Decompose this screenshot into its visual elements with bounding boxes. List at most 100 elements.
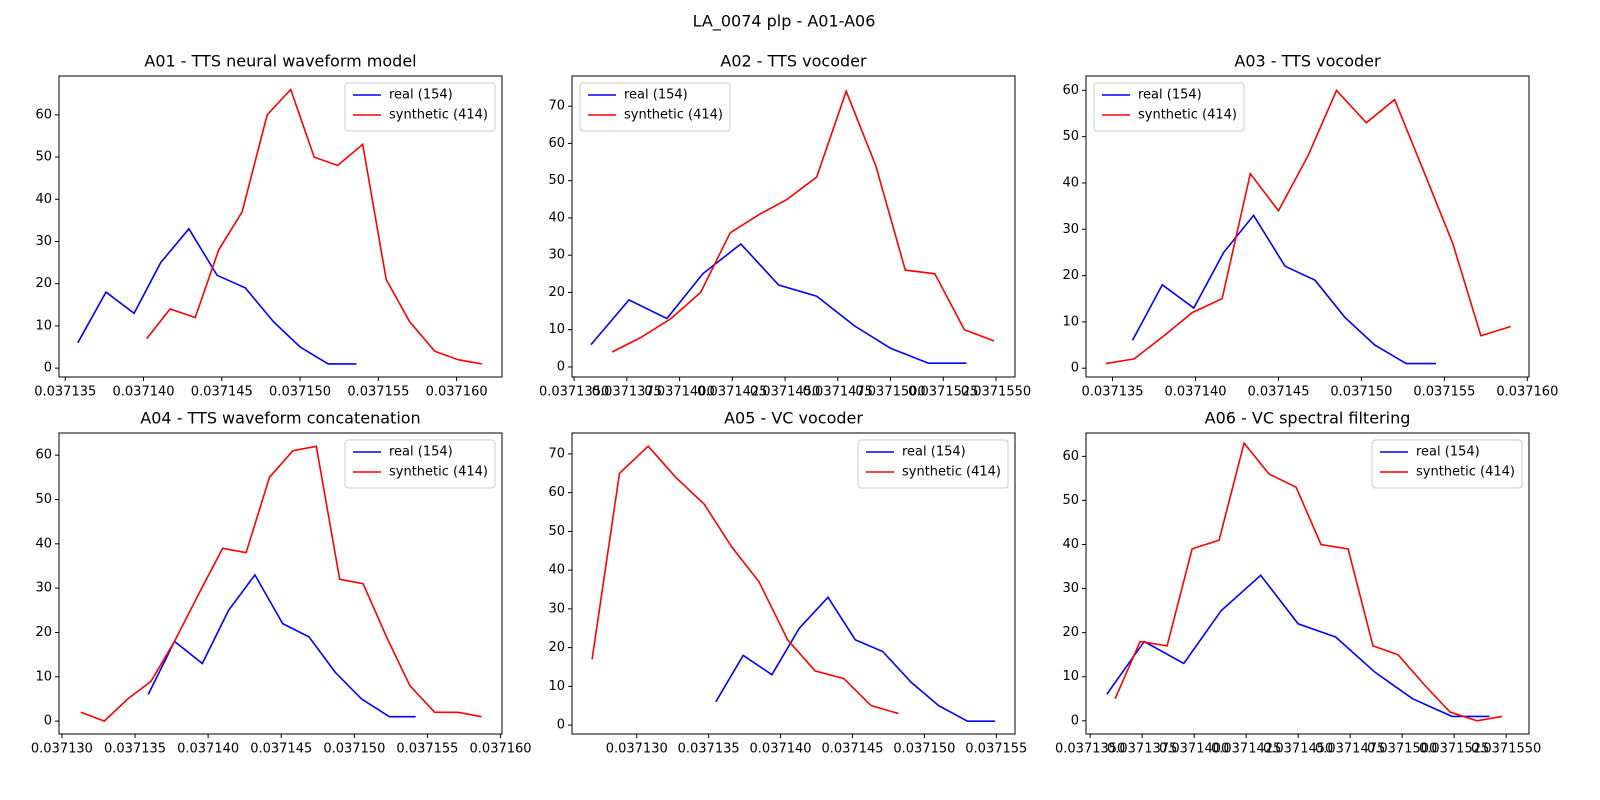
y-tick-label: 60 — [548, 136, 565, 151]
y-tick-label: 0 — [1071, 713, 1079, 728]
x-tick-label: 0.037140 — [1164, 385, 1226, 400]
y-tick-label: 50 — [548, 524, 565, 539]
y-tick-label: 40 — [548, 563, 565, 578]
y-tick-label: 10 — [548, 679, 565, 694]
y-tick-label: 40 — [1062, 175, 1079, 190]
x-tick-label: 0.0371500 — [1367, 742, 1437, 757]
data-line — [715, 595, 995, 723]
x-tick-label: 0.0371550 — [1471, 742, 1541, 757]
y-tick-label: 40 — [548, 210, 565, 225]
y-tick-label: 60 — [35, 448, 52, 463]
x-tick-label: 0.037140 — [177, 742, 239, 757]
x-tick-label: 0.037160 — [1496, 385, 1558, 400]
figure-title: LA_0074 plp - A01-A06 — [693, 12, 876, 32]
legend-label: synthetic (414) — [389, 465, 488, 480]
y-tick-label: 40 — [35, 192, 52, 207]
x-tick-label: 0.0371350 — [1055, 742, 1125, 757]
y-tick-label: 50 — [1062, 493, 1079, 508]
x-tick-label: 0.0371500 — [855, 385, 925, 400]
y-tick-label: 60 — [1062, 449, 1079, 464]
legend-label: real (154) — [624, 88, 688, 103]
y-tick-label: 30 — [548, 248, 565, 263]
x-tick-label: 0.0371450 — [1263, 742, 1333, 757]
legend-box — [579, 82, 731, 132]
legend-box — [1371, 439, 1523, 489]
x-tick-label: 0.037160 — [426, 385, 488, 400]
x-tick-label: 0.037145 — [191, 385, 253, 400]
x-tick-label: 0.037150 — [269, 385, 331, 400]
data-line — [1114, 441, 1503, 722]
y-tick-label: 30 — [35, 581, 52, 596]
legend-label: synthetic (414) — [902, 465, 1001, 480]
y-tick-label: 20 — [1062, 625, 1079, 640]
y-tick-label: 50 — [35, 150, 52, 165]
y-tick-label: 70 — [548, 99, 565, 114]
x-tick-label: 0.037160 — [470, 742, 532, 757]
x-tick-label: 0.037140 — [113, 385, 175, 400]
y-tick-label: 60 — [548, 485, 565, 500]
x-tick-label: 0.037150 — [323, 742, 385, 757]
legend-label: synthetic (414) — [389, 108, 488, 123]
legend-label: synthetic (414) — [1416, 465, 1515, 480]
y-tick-label: 30 — [548, 601, 565, 616]
x-tick-label: 0.0371525 — [1419, 742, 1489, 757]
x-tick-label: 0.0371400 — [1159, 742, 1229, 757]
data-line — [147, 573, 416, 718]
x-tick-label: 0.0371525 — [908, 385, 978, 400]
x-tick-label: 0.0371375 — [592, 385, 662, 400]
y-tick-label: 30 — [35, 234, 52, 249]
x-tick-label: 0.0371425 — [697, 385, 767, 400]
y-tick-label: 20 — [35, 625, 52, 640]
legend-box — [344, 439, 496, 489]
y-tick-label: 10 — [1062, 314, 1079, 329]
x-tick-label: 0.037130 — [606, 742, 668, 757]
data-line — [611, 88, 995, 353]
x-tick-label: 0.0371550 — [961, 385, 1031, 400]
plot-frame — [1085, 432, 1530, 735]
x-tick-label: 0.037145 — [1247, 385, 1309, 400]
y-tick-label: 10 — [548, 322, 565, 337]
legend-box — [857, 439, 1009, 489]
y-tick-label: 20 — [548, 285, 565, 300]
y-tick-label: 30 — [1062, 222, 1079, 237]
legend-box — [1093, 82, 1245, 132]
subplot-title: A05 - VC vocoder — [724, 409, 863, 428]
x-tick-label: 0.037150 — [1330, 385, 1392, 400]
data-line — [80, 445, 482, 723]
data-line — [146, 87, 482, 365]
y-tick-label: 0 — [44, 714, 52, 729]
x-tick-label: 0.037155 — [1413, 385, 1475, 400]
y-tick-label: 40 — [1062, 537, 1079, 552]
x-tick-label: 0.037155 — [396, 742, 458, 757]
x-tick-label: 0.037135 — [104, 742, 166, 757]
plot-frame — [1085, 75, 1530, 378]
y-tick-label: 70 — [548, 446, 565, 461]
legend-label: real (154) — [389, 88, 453, 103]
legend-label: synthetic (414) — [1138, 108, 1237, 123]
subplot-title: A03 - TTS vocoder — [1234, 52, 1381, 71]
y-tick-label: 20 — [548, 640, 565, 655]
y-tick-label: 0 — [557, 359, 565, 374]
y-tick-label: 0 — [44, 361, 52, 376]
legend-label: real (154) — [389, 445, 453, 460]
y-tick-label: 40 — [35, 536, 52, 551]
x-tick-label: 0.0371450 — [750, 385, 820, 400]
y-tick-label: 60 — [1062, 83, 1079, 98]
data-line — [590, 242, 967, 365]
data-line — [77, 227, 357, 365]
legend-label: real (154) — [1416, 445, 1480, 460]
x-tick-label: 0.037155 — [965, 742, 1027, 757]
subplot-title: A06 - VC spectral filtering — [1205, 409, 1411, 428]
y-tick-label: 30 — [1062, 581, 1079, 596]
y-tick-label: 0 — [557, 718, 565, 733]
y-tick-label: 10 — [1062, 669, 1079, 684]
data-line — [1131, 214, 1437, 365]
x-tick-label: 0.0371350 — [539, 385, 609, 400]
data-line — [591, 445, 899, 715]
plot-frame — [58, 432, 503, 735]
y-tick-label: 50 — [35, 492, 52, 507]
legend-label: real (154) — [1138, 88, 1202, 103]
subplot-title: A01 - TTS neural waveform model — [144, 52, 416, 71]
y-tick-label: 20 — [35, 276, 52, 291]
